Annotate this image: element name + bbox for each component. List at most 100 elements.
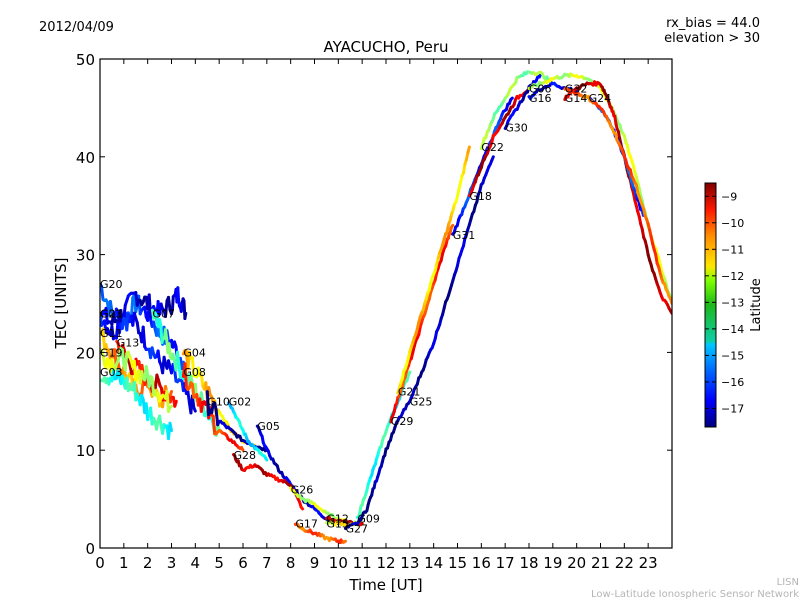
colorbar-tick-label: −9	[721, 190, 737, 203]
series-label: G01	[100, 307, 123, 320]
series-g01-segment	[164, 299, 169, 318]
series-g12-segment	[359, 522, 364, 527]
series-label: G26	[291, 483, 314, 496]
series-g23-segment	[141, 325, 147, 349]
series-g08-segment	[183, 362, 188, 389]
series-g07-segment	[164, 328, 169, 341]
y-tick-label: 20	[76, 344, 95, 362]
colorbar-tick-label: −10	[721, 217, 744, 230]
y-axis-label: TEC [UNITS]	[52, 258, 70, 350]
series-label: G28	[234, 449, 257, 462]
y-tick-label: 10	[76, 442, 95, 460]
series-g08-segment	[211, 415, 217, 436]
series-g31-segment	[509, 96, 514, 102]
series-g19-segment	[101, 353, 106, 367]
colorbar-tick-label: −17	[721, 402, 744, 415]
series-g04-segment	[190, 356, 196, 377]
footer-network: Low-Latitude Ionospheric Sensor Network	[591, 589, 799, 600]
x-tick-label: 9	[310, 554, 320, 572]
series-g01-segment	[167, 295, 172, 312]
colorbar-tick-label: −15	[721, 349, 744, 362]
series-g13-segment	[173, 399, 178, 408]
series-label: G20	[100, 278, 123, 291]
y-tick-label: 40	[76, 149, 95, 167]
series-g11-segment	[140, 379, 145, 396]
series-g30-segment	[537, 72, 543, 79]
ticks-layer: 0 1 2 3 4 5 6 7 8 9 10 11 12 13 14 15 16 17 18 19 20 21 22 2301…	[76, 51, 672, 572]
x-tick-label: 10	[329, 554, 348, 572]
date-label: 2012/04/09	[39, 20, 114, 35]
colorbar-ticks: −9 −10 −11 −12 −13 −14 −15 −16 −17	[705, 190, 744, 415]
series-g07-segment	[167, 342, 172, 359]
x-tick-label: 7	[262, 554, 272, 572]
series-label: G17	[295, 518, 318, 531]
series-label: G08	[183, 366, 206, 379]
x-tick-label: 17	[496, 554, 515, 572]
series-g23-segment	[192, 406, 197, 413]
series-label: G14	[565, 92, 588, 105]
colorbar-label: Latitude	[749, 278, 764, 332]
colorbar-tick-label: −14	[721, 323, 744, 336]
series-g03-segment	[168, 421, 173, 433]
x-tick-label: 15	[448, 554, 467, 572]
series-g25-segment	[490, 155, 495, 162]
x-tick-label: 6	[238, 554, 248, 572]
series-label: G18	[469, 190, 492, 203]
series-label: G27	[346, 522, 369, 535]
y-tick-label: 0	[85, 540, 95, 558]
colorbar	[704, 182, 717, 428]
x-tick-label: 22	[615, 554, 634, 572]
x-tick-label: 18	[519, 554, 538, 572]
series-g21-segment	[466, 145, 471, 155]
series-g11-segment	[107, 348, 112, 362]
series-g23-segment	[135, 321, 141, 335]
series-g01-segment	[183, 311, 188, 320]
series-g20-segment	[100, 284, 105, 301]
series-label: G22	[481, 141, 504, 154]
series-label: G05	[257, 420, 280, 433]
series-label: G07	[152, 307, 175, 320]
colorbar-tick-label: −16	[721, 376, 744, 389]
series-g02-segment	[264, 456, 269, 462]
series-label: G16	[529, 92, 552, 105]
series-label: G10	[207, 395, 230, 408]
series-g03-segment	[158, 414, 163, 428]
series-g08-segment	[240, 446, 245, 452]
colorbar-tick-label: −12	[721, 270, 744, 283]
series-g29-segment	[450, 223, 455, 229]
x-tick-label: 0	[95, 554, 105, 572]
series-g19-segment	[110, 358, 115, 372]
series-label: G24	[589, 92, 612, 105]
elevation-label: elevation > 30	[664, 31, 760, 46]
series-label: G21	[398, 386, 421, 399]
series-g07-segment	[176, 350, 181, 366]
rx-bias-label: rx_bias = 44.0	[666, 16, 760, 31]
colorbar-tick-label: −11	[721, 243, 744, 256]
series-label: G19	[100, 346, 123, 359]
series-g17-segment	[343, 539, 347, 544]
series-label: G13	[117, 337, 140, 350]
series-g23-segment	[156, 349, 162, 364]
series-g19-segment	[120, 348, 126, 366]
series-g19-segment	[123, 352, 129, 372]
series-label: G02	[229, 395, 252, 408]
series-g23-segment	[186, 390, 191, 405]
series-label: G06	[529, 82, 552, 95]
x-tick-label: 1	[119, 554, 129, 572]
x-tick-label: 4	[191, 554, 201, 572]
series-g11-segment	[168, 390, 173, 398]
series-label: G25	[410, 395, 433, 408]
series-g04-segment	[199, 372, 205, 388]
series-label: G30	[505, 122, 528, 135]
series-g08-segment	[199, 400, 205, 413]
series-g07-segment	[199, 391, 205, 404]
series-g01-segment	[170, 295, 175, 312]
x-tick-label: 2	[143, 554, 153, 572]
series-label: G11	[100, 327, 123, 340]
y-tick-label: 30	[76, 247, 95, 265]
series-label: G29	[391, 415, 414, 428]
series-label: G23	[100, 307, 123, 320]
x-tick-label: 5	[214, 554, 224, 572]
